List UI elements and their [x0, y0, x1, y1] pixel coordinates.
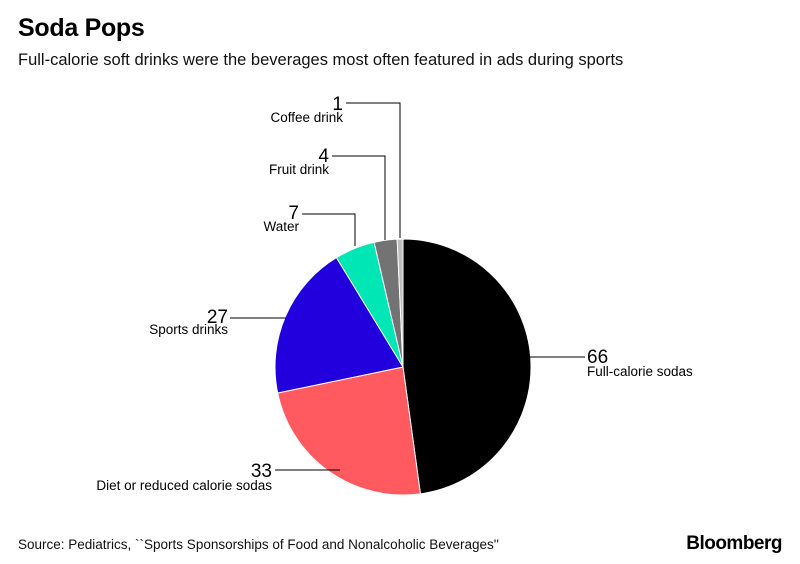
- category-label-coffee-drink: Coffee drink: [270, 110, 343, 125]
- value-label-coffee-drink: 1: [332, 94, 343, 115]
- category-label-full-calorie-sodas: Full-calorie sodas: [587, 364, 693, 379]
- category-label-water: Water: [263, 219, 299, 234]
- value-label-diet-or-reduced-calorie-sodas: 33: [251, 461, 272, 482]
- category-label-fruit-drink: Fruit drink: [269, 162, 329, 177]
- leader-line-water: [302, 213, 356, 246]
- bloomberg-logo: Bloomberg: [686, 533, 782, 554]
- category-label-sports-drinks: Sports drinks: [149, 322, 228, 337]
- value-label-sports-drinks: 27: [207, 307, 228, 328]
- leader-line-coffee-drink: [346, 102, 401, 238]
- pie-slice-sports-drinks: [274, 256, 404, 394]
- source-note: Source: Pediatrics, ``Sports Sponsorship…: [18, 537, 499, 552]
- pie-slice-coffee-drink: [396, 238, 404, 368]
- leader-line-fruit-drink: [332, 155, 386, 240]
- pie-slice-diet-or-reduced-calorie-sodas: [277, 366, 421, 496]
- value-label-water: 7: [288, 203, 299, 224]
- value-label-fruit-drink: 4: [318, 146, 329, 167]
- chart-title: Soda Pops: [18, 14, 145, 42]
- pie-slice-full-calorie-sodas: [402, 238, 532, 495]
- category-label-diet-or-reduced-calorie-sodas: Diet or reduced calorie sodas: [96, 478, 272, 493]
- value-label-full-calorie-sodas: 66: [587, 347, 608, 368]
- chart-subtitle: Full-calorie soft drinks were the bevera…: [18, 51, 624, 69]
